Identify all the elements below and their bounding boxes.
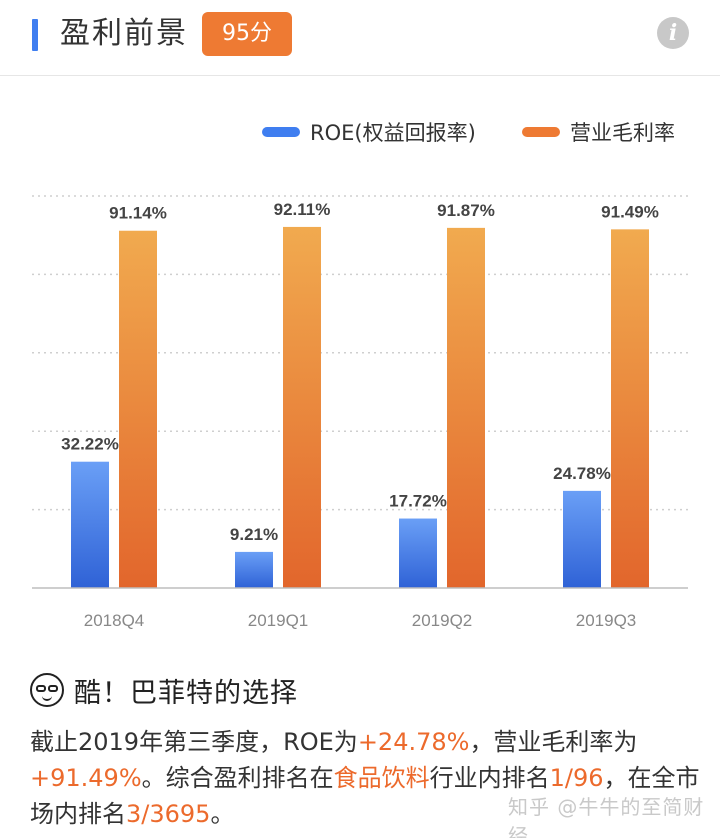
industry-rank: 1/96 — [549, 764, 604, 792]
legend-swatch-1 — [522, 127, 560, 137]
bar-0-0 — [71, 461, 109, 588]
summary-text-6: 。 — [210, 800, 235, 828]
legend-label-1: 营业毛利率 — [570, 121, 675, 145]
profitability-chart: ROE(权益回报率) 营业毛利率 32.22% 91.14% 2018Q4 9.21% 92… — [0, 100, 720, 648]
data-label-1-0: 91.14% — [109, 204, 167, 223]
roe-value: +24.78% — [357, 728, 470, 756]
data-label-1-1: 92.11% — [274, 200, 331, 219]
summary-title: 酷！巴菲特的选择 — [74, 677, 298, 709]
data-label-0-0: 32.22% — [61, 435, 119, 454]
section-header: 盈利前景 95分 i — [0, 0, 720, 76]
summary-text-1: 截止2019年第三季度，ROE为 — [30, 728, 358, 756]
chart-svg: ROE(权益回报率) 营业毛利率 32.22% 91.14% 2018Q4 9.21% 92… — [32, 121, 688, 630]
info-icon[interactable]: i — [657, 17, 689, 49]
bar-0-2 — [399, 518, 437, 588]
bar-1-2 — [447, 227, 485, 588]
legend-swatch-0 — [262, 127, 300, 137]
data-label-1-2: 91.87% — [437, 201, 495, 220]
data-label-0-1: 9.21% — [230, 525, 278, 544]
x-tick-label-2: 2019Q2 — [412, 611, 473, 630]
summary-text: 截止2019年第三季度，ROE为+24.78%，营业毛利率为 +91.49%。综合… — [30, 724, 700, 832]
summary-text-4: 行业内排名 — [429, 764, 550, 792]
summary-text-3: 。综合盈利排名在 — [141, 764, 334, 792]
data-label-1-3: 91.49% — [601, 202, 659, 221]
margin-value: +91.49% — [30, 764, 142, 792]
data-label-0-2: 17.72% — [389, 492, 447, 511]
section-title: 盈利前景 — [60, 16, 188, 51]
x-tick-label-3: 2019Q3 — [576, 611, 637, 630]
x-tick-label-0: 2018Q4 — [84, 611, 145, 630]
x-tick-label-1: 2019Q1 — [248, 611, 309, 630]
summary-text-2: ，营业毛利率为 — [469, 728, 638, 756]
score-badge: 95分 — [202, 12, 292, 56]
legend-label-0: ROE(权益回报率) — [310, 121, 476, 145]
bar-1-3 — [611, 229, 649, 589]
data-label-0-3: 24.78% — [553, 464, 611, 483]
summary-text-5: ，在全市场内排名 — [30, 764, 700, 828]
market-rank: 3/3695 — [126, 800, 211, 828]
bar-1-0 — [119, 230, 157, 588]
cool-face-icon — [30, 673, 64, 707]
bar-0-3 — [563, 490, 601, 588]
watermark: 知乎 @牛牛的至简财经 — [508, 795, 705, 838]
bar-0-1 — [235, 551, 273, 588]
header-accent-bar — [32, 19, 38, 51]
industry-name[interactable]: 食品饮料 — [333, 764, 430, 792]
bar-1-1 — [283, 226, 321, 588]
summary-heading: 酷！巴菲特的选择 — [30, 670, 298, 710]
